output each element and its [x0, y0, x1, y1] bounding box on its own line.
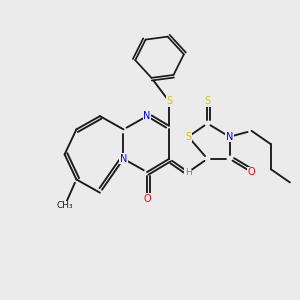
Text: CH₃: CH₃: [56, 201, 73, 210]
Text: S: S: [204, 96, 211, 106]
Text: O: O: [248, 167, 255, 177]
Text: O: O: [143, 194, 151, 204]
Text: S: S: [166, 96, 172, 106]
Text: N: N: [120, 154, 127, 164]
Text: N: N: [226, 132, 233, 142]
Text: N: N: [143, 111, 151, 121]
Text: S: S: [185, 132, 191, 142]
Text: H: H: [185, 168, 192, 177]
